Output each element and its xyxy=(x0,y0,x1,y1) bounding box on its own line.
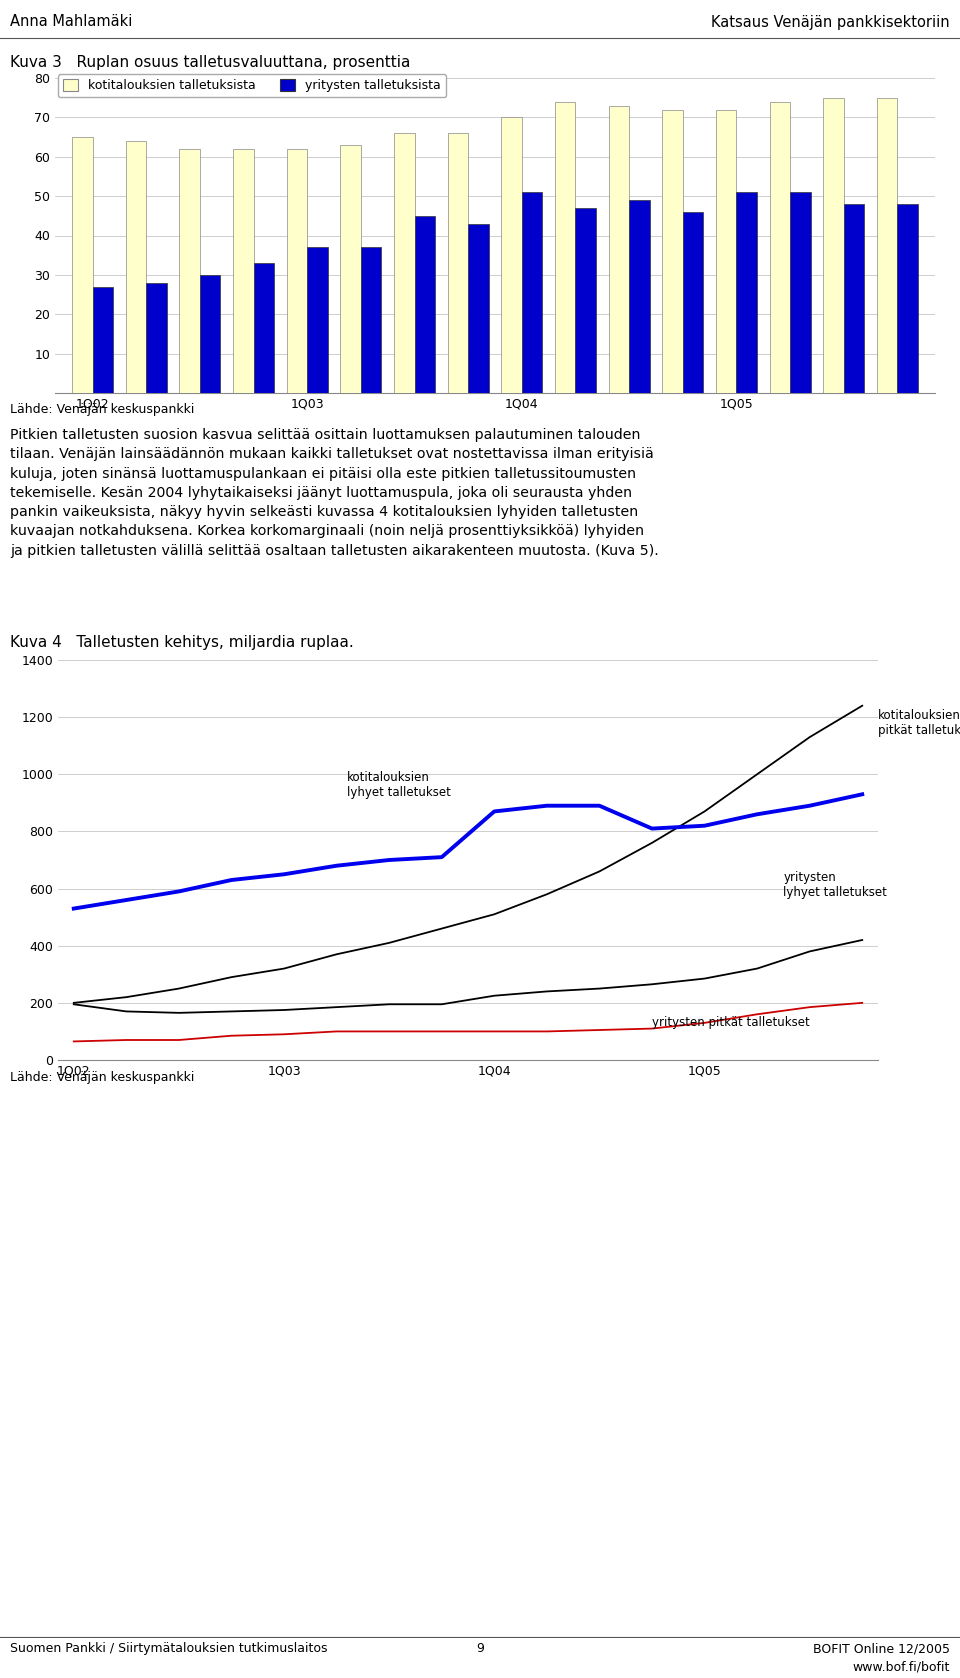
Bar xyxy=(361,247,381,393)
Bar xyxy=(253,263,274,393)
Bar xyxy=(468,223,489,393)
Bar xyxy=(522,193,542,393)
Bar xyxy=(824,97,844,393)
Text: Anna Mahlamäki: Anna Mahlamäki xyxy=(10,15,132,30)
Text: Kuva 3   Ruplan osuus talletusvaluuttana, prosenttia: Kuva 3 Ruplan osuus talletusvaluuttana, … xyxy=(10,55,410,70)
Text: Suomen Pankki / Siirtymätalouksien tutkimuslaitos: Suomen Pankki / Siirtymätalouksien tutki… xyxy=(10,1643,327,1655)
Bar xyxy=(200,275,220,393)
Text: 9: 9 xyxy=(476,1643,484,1655)
Text: Kuva 4   Talletusten kehitys, miljardia ruplaa.: Kuva 4 Talletusten kehitys, miljardia ru… xyxy=(10,636,353,651)
Bar xyxy=(736,193,756,393)
Bar xyxy=(146,284,167,393)
Bar xyxy=(395,133,415,393)
Bar xyxy=(770,102,790,393)
Text: BOFIT Online 12/2005
www.bof.fi/bofit: BOFIT Online 12/2005 www.bof.fi/bofit xyxy=(813,1643,950,1673)
Bar xyxy=(72,138,92,393)
Bar xyxy=(683,211,703,393)
Text: yritysten
lyhyet talletukset: yritysten lyhyet talletukset xyxy=(783,871,887,899)
Text: Lähde: Venäjän keskuspankki: Lähde: Venäjän keskuspankki xyxy=(10,403,194,416)
Bar xyxy=(844,205,864,393)
Text: kotitalouksien
pitkät talletukset: kotitalouksien pitkät talletukset xyxy=(878,708,960,737)
Text: kotitalouksien
lyhyet talletukset: kotitalouksien lyhyet talletukset xyxy=(348,772,451,799)
Text: Lähde: Venäjän keskuspankki: Lähde: Venäjän keskuspankki xyxy=(10,1072,194,1084)
Bar xyxy=(716,109,736,393)
Bar xyxy=(415,216,435,393)
Bar xyxy=(92,287,113,393)
Bar xyxy=(575,208,596,393)
Bar xyxy=(180,149,200,393)
Bar xyxy=(447,133,468,393)
Bar xyxy=(898,205,918,393)
Text: Pitkien talletusten suosion kasvua selittää osittain luottamuksen palautuminen t: Pitkien talletusten suosion kasvua selit… xyxy=(10,428,659,557)
Bar xyxy=(287,149,307,393)
Bar xyxy=(662,109,683,393)
Bar xyxy=(609,106,629,393)
Bar xyxy=(233,149,253,393)
Text: Katsaus Venäjän pankkisektoriin: Katsaus Venäjän pankkisektoriin xyxy=(711,15,950,30)
Bar xyxy=(341,144,361,393)
Bar xyxy=(307,247,327,393)
Text: yritysten pitkät talletukset: yritysten pitkät talletukset xyxy=(652,1015,809,1029)
Bar xyxy=(555,102,575,393)
Bar xyxy=(790,193,810,393)
Bar xyxy=(501,117,522,393)
Bar xyxy=(629,200,650,393)
Legend: kotitalouksien talletuksista, yritysten talletuksista: kotitalouksien talletuksista, yritysten … xyxy=(58,74,446,97)
Bar xyxy=(877,97,898,393)
Bar xyxy=(126,141,146,393)
